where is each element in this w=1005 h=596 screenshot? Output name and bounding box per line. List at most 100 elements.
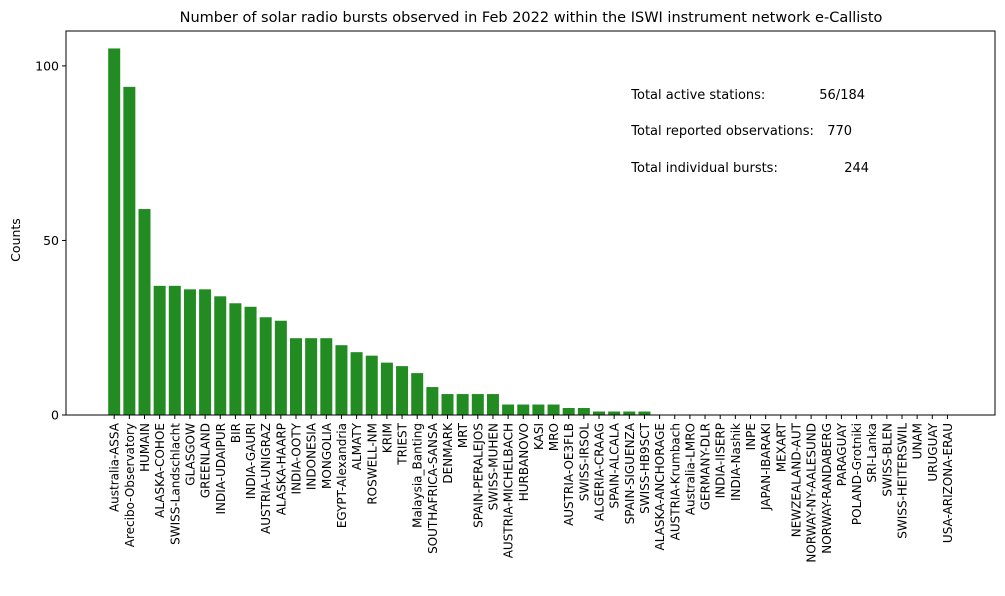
x-tick-label: AUSTRIA-Krumbach bbox=[668, 423, 682, 540]
bar bbox=[502, 404, 515, 415]
bar bbox=[229, 303, 242, 415]
bar bbox=[411, 373, 424, 415]
x-tick-label: SPAIN-PERALEJOS bbox=[471, 423, 485, 528]
x-axis-ticks: Australia-ASSA Arecibo-Observatory HUMAIN A… bbox=[108, 415, 955, 563]
bar bbox=[138, 209, 151, 415]
plot-frame bbox=[65, 30, 996, 416]
x-tick-label: MRT bbox=[456, 422, 470, 448]
y-tick-label: 100 bbox=[35, 58, 59, 73]
x-tick-label: SWISS-IRSOL bbox=[577, 423, 591, 502]
x-tick-label: SRI-Lanka bbox=[865, 423, 879, 483]
x-tick-label: ALMATY bbox=[350, 422, 364, 470]
x-tick-label: DENMARK bbox=[441, 422, 455, 484]
x-tick-label: SWISS-HEITERSWIL bbox=[896, 423, 910, 539]
annotation-active-stations-value: 56/184 bbox=[811, 73, 865, 103]
x-tick-label: GERMANY-DLR bbox=[699, 423, 713, 510]
x-tick-label: INDONESIA bbox=[305, 422, 319, 490]
annotation-label: Total reported observations: bbox=[631, 124, 814, 139]
annotation-reported-observations: Total reported observations: bbox=[623, 109, 814, 139]
bar bbox=[108, 48, 121, 416]
x-tick-label: HUMAIN bbox=[138, 423, 152, 472]
bar bbox=[335, 345, 348, 415]
x-tick-label: EGYPT-Alexandria bbox=[335, 423, 349, 528]
bars-group bbox=[108, 48, 651, 416]
x-tick-label: INDIA-OOTY bbox=[290, 422, 304, 494]
x-tick-label: PARAGUAY bbox=[835, 422, 849, 486]
annotation-value: 244 bbox=[844, 161, 870, 176]
x-tick-label: SPAIN-SIGUENZA bbox=[623, 422, 637, 524]
x-tick-label: SPAIN-ALCALA bbox=[608, 422, 622, 508]
x-tick-label: GREENLAND bbox=[199, 423, 213, 498]
bar bbox=[168, 285, 181, 415]
bar bbox=[214, 296, 227, 415]
y-tick-label: 50 bbox=[43, 233, 59, 248]
x-tick-label: TRIEST bbox=[396, 422, 410, 465]
annotation-individual-bursts-value: 244 bbox=[836, 146, 869, 176]
x-tick-label: AUSTRIA-MICHELBACH bbox=[502, 423, 516, 558]
x-tick-label: ALGERIA-CRAAG bbox=[593, 423, 607, 521]
bar bbox=[350, 352, 363, 415]
annotation-label: Total active stations: bbox=[631, 88, 766, 103]
annotation-reported-observations-value: 770 bbox=[819, 109, 852, 139]
y-tick-label: 0 bbox=[51, 408, 59, 423]
x-tick-label: SWISS-Landschlacht bbox=[168, 423, 182, 545]
x-tick-label: INDIA-Nashik bbox=[729, 423, 743, 501]
x-tick-label: JAPAN-IBARAKI bbox=[759, 423, 773, 511]
x-tick-label: INDIA-IISERP bbox=[714, 423, 728, 498]
bar bbox=[396, 366, 409, 415]
annotation-label: Total individual bursts: bbox=[631, 161, 778, 176]
x-tick-label: GLASGOW bbox=[183, 423, 197, 486]
bar bbox=[547, 404, 560, 415]
y-axis-ticks: 0 50 100 bbox=[35, 58, 66, 423]
bar bbox=[259, 317, 272, 415]
x-tick-label: NORWAY-NY-AALESUND bbox=[805, 423, 819, 563]
x-tick-label: AUSTRIA-OE3FLB bbox=[562, 423, 576, 526]
bar bbox=[456, 394, 469, 415]
annotation-active-stations: Total active stations: bbox=[623, 73, 765, 103]
bar bbox=[365, 355, 378, 415]
bar bbox=[638, 411, 651, 415]
x-tick-label: POLAND-Grotniki bbox=[850, 423, 864, 525]
x-tick-label: MEXART bbox=[774, 422, 788, 472]
x-tick-label: ROSWELL-NM bbox=[365, 423, 379, 505]
x-tick-label: URUGUAY bbox=[926, 422, 940, 481]
x-tick-label: NORWAY-RANDABERG bbox=[820, 423, 834, 554]
bar bbox=[183, 289, 196, 415]
x-tick-label: Malaysia_Banting bbox=[411, 423, 425, 528]
x-tick-label: Australia-LMRO bbox=[683, 423, 697, 515]
bar bbox=[274, 320, 287, 415]
bar bbox=[305, 338, 318, 415]
x-tick-label: SWISS-HB9SCT bbox=[638, 422, 652, 513]
x-tick-label: SWISS-MUHEN bbox=[486, 423, 500, 510]
bar bbox=[199, 289, 212, 415]
bar bbox=[532, 404, 545, 415]
x-tick-label: SWISS-BLEN bbox=[880, 423, 894, 497]
bar bbox=[593, 411, 605, 415]
bar bbox=[471, 394, 484, 415]
x-tick-label: BIR bbox=[229, 423, 243, 443]
bar bbox=[244, 306, 257, 415]
x-tick-label: NEWZEALAND-AUT bbox=[789, 422, 803, 537]
x-tick-label: ALASKA-ANCHORAGE bbox=[653, 423, 667, 550]
bar bbox=[290, 338, 302, 415]
annotation-value: 56/184 bbox=[819, 88, 866, 103]
bar bbox=[623, 411, 636, 415]
x-tick-label: Australia-ASSA bbox=[108, 422, 122, 512]
bar bbox=[123, 86, 136, 415]
bar bbox=[380, 362, 393, 415]
bar bbox=[562, 408, 575, 415]
bar bbox=[441, 394, 454, 415]
bar bbox=[320, 338, 333, 415]
x-tick-label: USA-ARIZONA-ERAU bbox=[941, 423, 955, 543]
chart-title: Number of solar radio bursts observed in… bbox=[180, 10, 883, 26]
y-axis-label: Counts bbox=[8, 218, 23, 262]
x-tick-label: KRIM bbox=[380, 423, 394, 453]
x-tick-label: INPE bbox=[744, 423, 758, 450]
x-tick-label: KASI bbox=[532, 423, 546, 450]
bar bbox=[608, 411, 621, 415]
annotation-value: 770 bbox=[827, 124, 853, 139]
x-tick-label: INDIA-GAURI bbox=[244, 423, 258, 499]
x-tick-label: SOUTHAFRICA-SANSA bbox=[426, 422, 440, 554]
x-tick-label: MRO bbox=[547, 423, 561, 451]
